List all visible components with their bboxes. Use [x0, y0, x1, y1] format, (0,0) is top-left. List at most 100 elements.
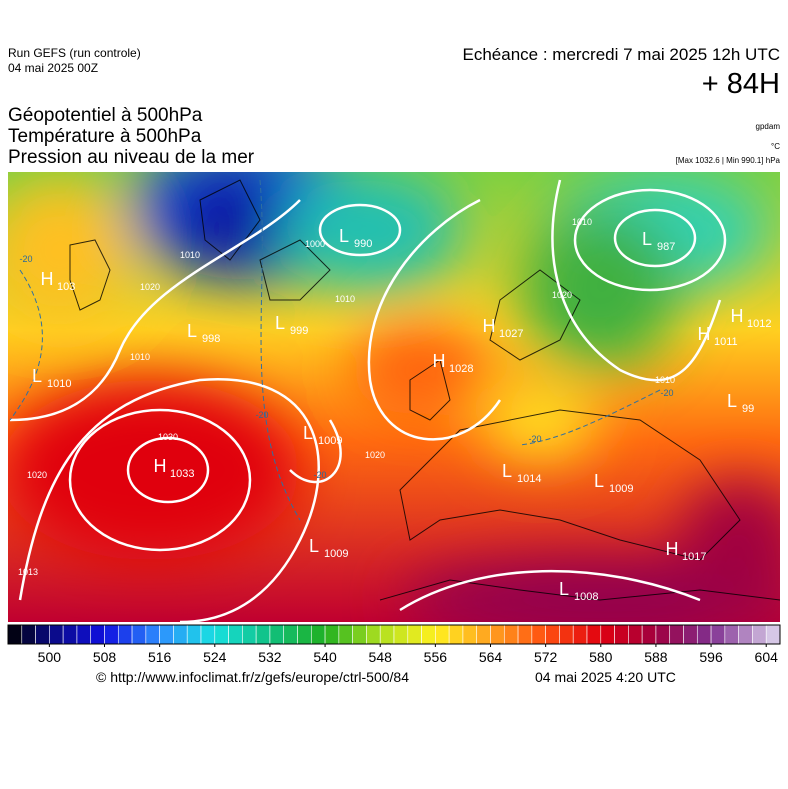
extremes: [Max 1032.6 | Min 990.1] hPa — [675, 156, 780, 165]
issue-date: 04 mai 2025 4:20 UTC — [535, 669, 676, 685]
contour-label: 1020 — [27, 470, 47, 480]
colorbar-swatch — [366, 624, 381, 645]
colorbar-tick-label: 500 — [38, 649, 62, 665]
colorbar-swatch — [76, 624, 92, 645]
colorbar-swatch — [545, 624, 560, 645]
colorbar-tick-label: 508 — [93, 649, 117, 665]
center-value: 1012 — [747, 318, 771, 330]
contour-label: 1020 — [140, 282, 160, 292]
run-date: 04 mai 2025 00Z — [8, 61, 99, 75]
colorbar-swatch — [421, 624, 436, 645]
unit-1: gpdam — [755, 122, 780, 131]
colorbar-swatch — [586, 624, 602, 645]
contour-label: 1020 — [552, 290, 572, 300]
colorbar-swatch — [614, 624, 629, 645]
center-type: H — [731, 306, 744, 326]
colorbar-tick-label: 564 — [479, 649, 503, 665]
colorbar-swatch — [186, 624, 202, 645]
center-value: 1014 — [517, 473, 541, 485]
colorbar-swatch — [324, 624, 340, 645]
colorbar-tick-label: 524 — [203, 649, 227, 665]
center-type: L — [559, 579, 569, 599]
center-type: L — [642, 229, 652, 249]
colorbar-tick-label: 548 — [369, 649, 393, 665]
center-type: L — [187, 321, 197, 341]
colorbar-swatch — [310, 624, 326, 645]
colorbar-tick-label: 588 — [644, 649, 668, 665]
contour-label: 1030 — [158, 432, 178, 442]
colorbar-tick-label: 596 — [699, 649, 723, 665]
colorbar-swatch — [503, 624, 519, 645]
center-value: 99 — [742, 403, 754, 415]
colorbar-swatch — [228, 624, 243, 645]
colorbar-swatch — [448, 624, 464, 645]
colorbar-swatch — [21, 624, 36, 645]
center-type: L — [727, 391, 737, 411]
colorbar-swatch — [407, 624, 422, 645]
colorbar-swatch — [724, 624, 739, 645]
colorbar-swatch — [683, 624, 698, 645]
colorbar-swatch — [476, 624, 491, 645]
center-type: H — [698, 324, 711, 344]
center-type: L — [303, 423, 313, 443]
center-value: 1028 — [449, 363, 473, 375]
center-value: 1009 — [318, 435, 342, 447]
contour-label: 1010 — [655, 375, 675, 385]
colorbar-swatch — [379, 624, 395, 645]
colorbar-swatch — [49, 624, 64, 645]
colorbar-tick-label: 604 — [755, 649, 779, 665]
colorbar-swatch — [752, 624, 767, 645]
center-value: 1011 — [714, 336, 738, 348]
center-value: 1009 — [609, 483, 633, 495]
colorbar-swatch — [352, 624, 367, 645]
title-2: Température à 500hPa — [8, 126, 202, 147]
field — [8, 172, 780, 622]
colorbar-swatch — [655, 624, 671, 645]
colorbar-swatch — [214, 624, 229, 645]
colorbar-swatch — [738, 624, 753, 645]
contour-label: -20 — [660, 388, 673, 398]
colorbar-swatch — [7, 624, 23, 645]
colorbar-swatch — [628, 624, 643, 645]
colorbar-swatch — [131, 624, 147, 645]
contour-label: -20 — [313, 470, 326, 480]
colorbar-swatch — [462, 624, 478, 645]
center-type: L — [594, 471, 604, 491]
center-value: 999 — [290, 325, 308, 337]
colorbar-swatch — [90, 624, 105, 645]
source: © http://www.infoclimat.fr/z/gefs/europe… — [96, 669, 410, 685]
contour-label: 1020 — [365, 450, 385, 460]
colorbar-tick-label: 556 — [424, 649, 448, 665]
colorbar-swatch — [696, 624, 712, 645]
colorbar-swatch — [710, 624, 726, 645]
colorbar-swatch — [269, 624, 285, 645]
contour-label: 1010 — [572, 217, 592, 227]
colorbar-swatch — [572, 624, 588, 645]
colorbar-swatch — [35, 624, 50, 645]
colorbar-swatch — [600, 624, 615, 645]
unit-2: °C — [771, 142, 780, 151]
center-type: H — [154, 456, 167, 476]
colorbar-swatch — [173, 624, 188, 645]
colorbar-swatch — [669, 624, 684, 645]
center-type: H — [483, 316, 496, 336]
colorbar-swatch — [200, 624, 216, 645]
center-value: 998 — [202, 333, 220, 345]
center-type: H — [41, 269, 54, 289]
contour-label: -20 — [528, 434, 541, 444]
contour-label: -20 — [255, 410, 268, 420]
center-type: H — [666, 539, 679, 559]
colorbar-swatch — [283, 624, 298, 645]
contour-label: 1000 — [305, 239, 325, 249]
colorbar-swatch — [393, 624, 409, 645]
contour-label: -20 — [19, 254, 32, 264]
title-1: Géopotentiel à 500hPa — [8, 105, 203, 126]
colorbar: 500 508 516 524 532 540 548 556 564 572 580 588 596 6… — [7, 624, 781, 665]
colorbar-swatch — [517, 624, 533, 645]
center-value: 1010 — [47, 378, 71, 390]
center-value: 1027 — [499, 328, 523, 340]
contour-label: 1013 — [18, 567, 38, 577]
colorbar-swatch — [297, 624, 312, 645]
